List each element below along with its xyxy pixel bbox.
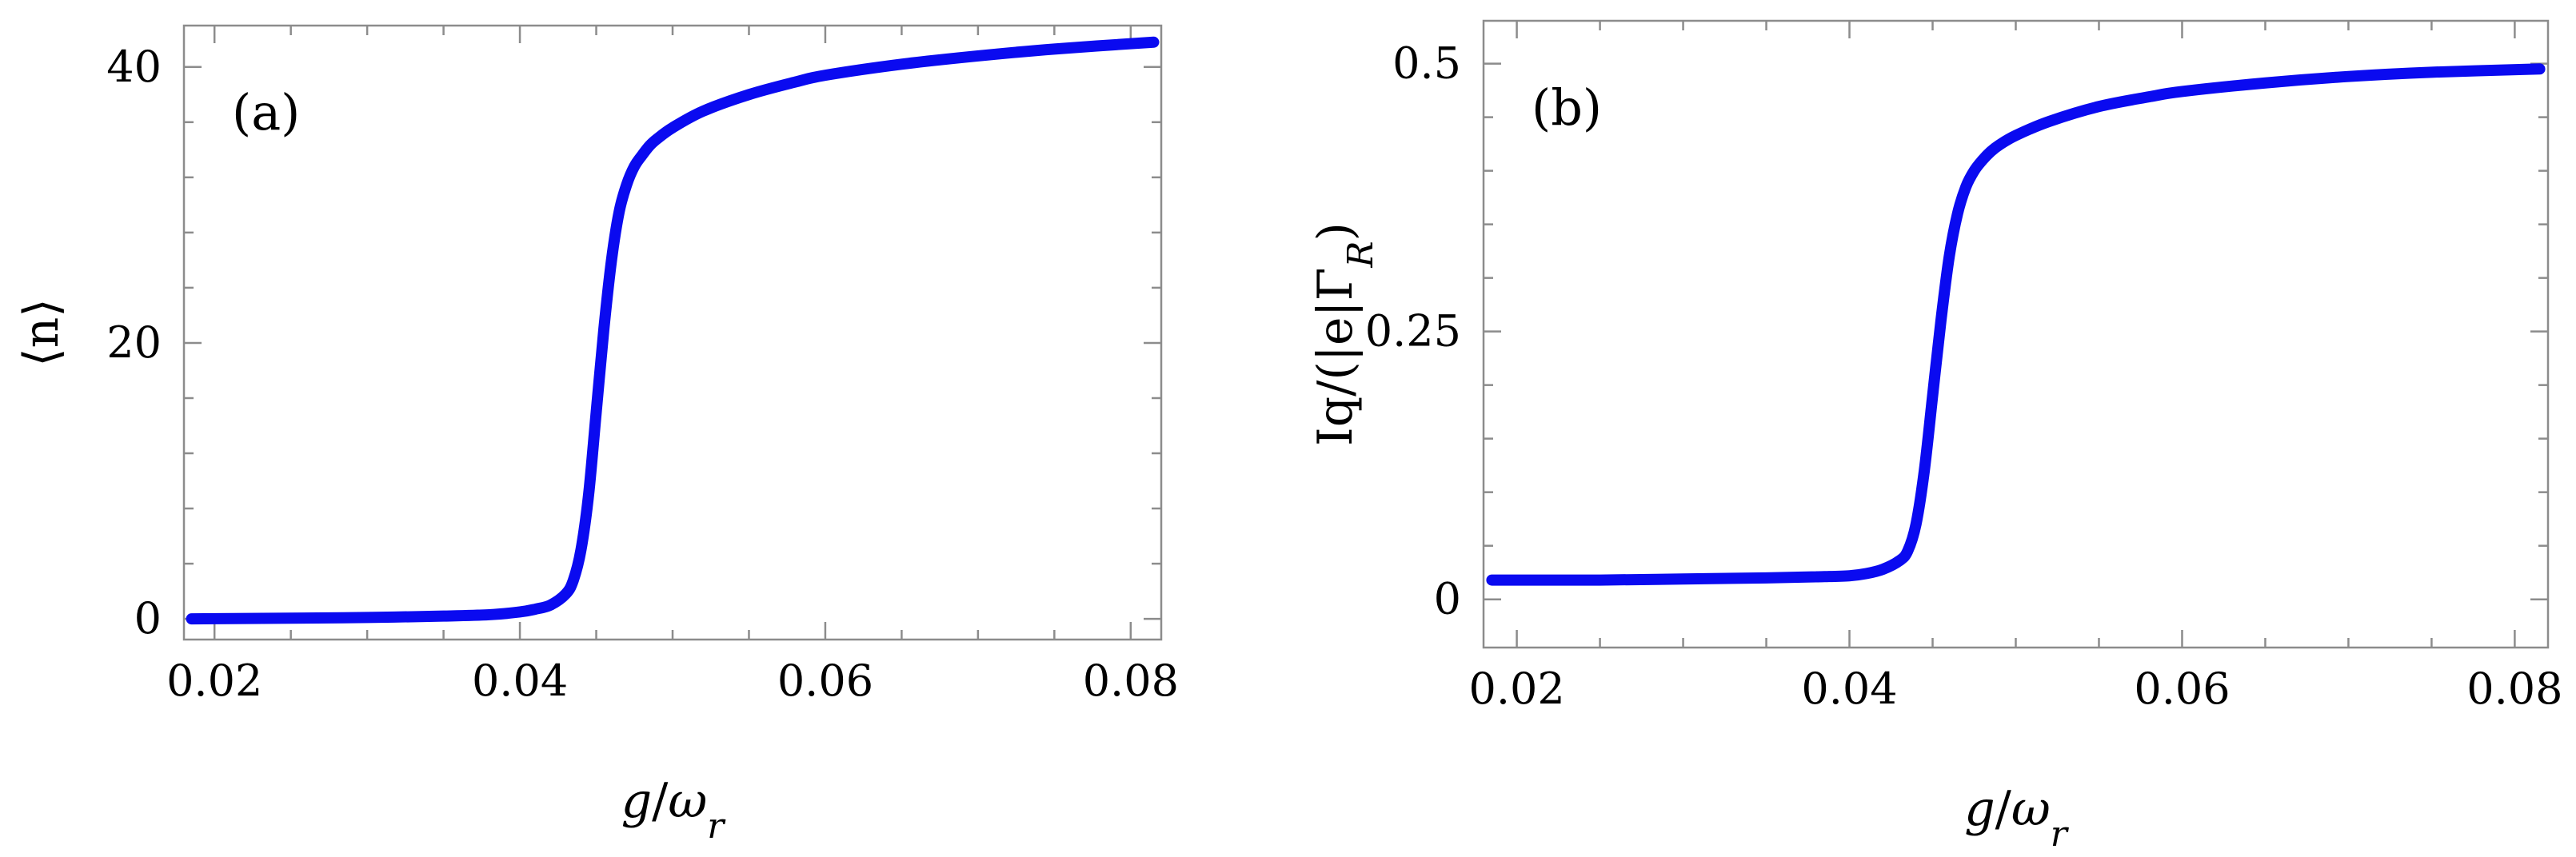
x-axis-title: g/ωr (1964, 781, 2070, 855)
series-line (1486, 63, 2546, 586)
panel-b: 0.02 0.04 0.06 0.08 0 0.25 0.5 g/ωr Iq/(|e|ΓR) (b… (1308, 19, 2563, 855)
plot-frame (1482, 19, 2550, 649)
y-tick-label: 20 (106, 317, 162, 368)
y-tick-label: 0 (134, 593, 162, 644)
y-axis-title: Iq/(|e|ΓR) (1308, 222, 1381, 446)
panel-a: 0.02 0.04 0.06 0.08 0 20 40 g/ωr ⟨n⟩ (a) (14, 24, 1179, 847)
x-tick-label: 0.06 (2134, 664, 2230, 714)
y-tick-label: 0.5 (1392, 38, 1461, 89)
series-line (186, 36, 1160, 625)
y-tick-label: 0.25 (1365, 306, 1461, 357)
x-tick-label: 0.08 (2466, 664, 2562, 714)
y-tick-label: 40 (106, 42, 162, 92)
panel-label: (a) (232, 83, 300, 142)
panel-label: (b) (1532, 78, 1602, 137)
x-tick-label: 0.08 (1083, 656, 1179, 706)
x-tick-label: 0.06 (777, 656, 873, 706)
y-axis-title: ⟨n⟩ (14, 298, 70, 366)
plot-frame (182, 24, 1163, 641)
x-tick-label: 0.02 (166, 656, 262, 706)
x-tick-label: 0.02 (1468, 664, 1564, 714)
x-axis-title: g/ωr (621, 773, 727, 847)
x-tick-label: 0.04 (472, 656, 568, 706)
x-tick-label: 0.04 (1801, 664, 1897, 714)
y-tick-label: 0 (1434, 574, 1461, 624)
